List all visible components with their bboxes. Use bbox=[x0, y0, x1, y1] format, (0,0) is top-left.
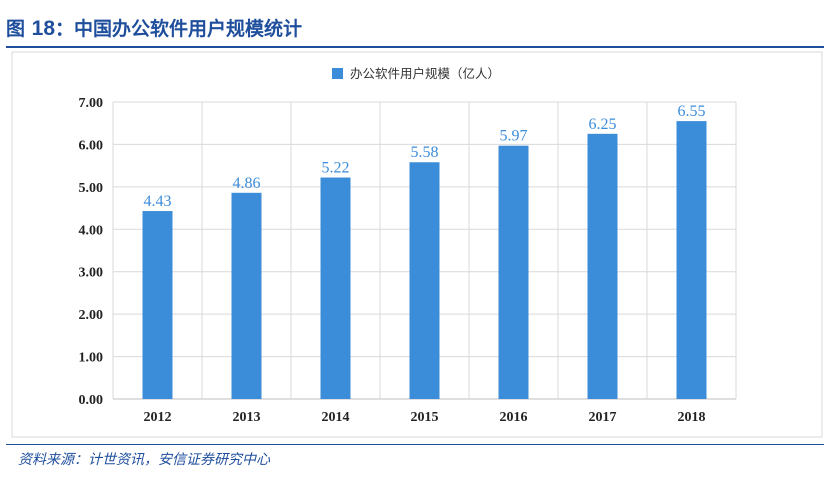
bar bbox=[409, 162, 440, 399]
y-tick-label: 7.00 bbox=[79, 96, 104, 111]
bar bbox=[231, 192, 262, 399]
x-tick-label: 2016 bbox=[500, 410, 528, 425]
y-tick-label: 2.00 bbox=[79, 308, 104, 323]
bars bbox=[142, 121, 707, 400]
legend-swatch bbox=[332, 68, 343, 79]
y-tick-label: 3.00 bbox=[79, 266, 104, 281]
legend: 办公软件用户规模（亿人） bbox=[332, 66, 500, 81]
y-tick-label: 0.00 bbox=[79, 393, 104, 408]
x-tick-label: 2017 bbox=[589, 410, 617, 425]
x-axis-labels: 2012 2013 2014 2015 2016 2017 2018 bbox=[144, 410, 706, 425]
data-label: 5.22 bbox=[322, 160, 350, 177]
bar bbox=[142, 211, 173, 399]
legend-label: 办公软件用户规模（亿人） bbox=[350, 66, 500, 81]
x-tick-label: 2014 bbox=[322, 410, 350, 425]
data-label: 4.86 bbox=[233, 175, 261, 192]
data-label: 5.97 bbox=[500, 128, 528, 145]
x-tick-label: 2018 bbox=[678, 410, 706, 425]
figure-title-text: ：中国办公软件用户规模统计 bbox=[55, 18, 303, 40]
bar bbox=[498, 145, 529, 399]
figure-title-prefix: 图 bbox=[6, 18, 26, 40]
figure-title: 图 18：中国办公软件用户规模统计 bbox=[6, 14, 302, 44]
data-label: 6.25 bbox=[589, 116, 617, 133]
source-rule bbox=[6, 444, 824, 445]
title-rule bbox=[6, 46, 824, 48]
y-tick-label: 5.00 bbox=[79, 181, 104, 196]
data-labels: 4.43 4.86 5.22 5.58 5.97 6.25 6.55 bbox=[144, 103, 706, 210]
y-tick-label: 6.00 bbox=[79, 138, 104, 153]
y-axis-labels: 0.00 1.00 2.00 3.00 4.00 5.00 6.00 7.00 bbox=[79, 96, 104, 408]
data-label: 6.55 bbox=[678, 103, 706, 120]
y-tick-label: 1.00 bbox=[79, 351, 104, 366]
bar bbox=[320, 177, 351, 399]
data-label: 4.43 bbox=[144, 193, 172, 210]
gridlines bbox=[112, 101, 737, 400]
x-tick-label: 2012 bbox=[144, 410, 172, 425]
data-label: 5.58 bbox=[411, 144, 439, 161]
chart-frame bbox=[11, 51, 823, 438]
bar bbox=[587, 133, 618, 400]
bar-chart: 办公软件用户规模（亿人） 0.00 1.00 2.00 3.00 4.00 5.00 6.0… bbox=[11, 51, 823, 438]
x-tick-label: 2013 bbox=[233, 410, 261, 425]
source-note: 资料来源：计世资讯，安信证券研究中心 bbox=[18, 452, 270, 468]
figure-number: 18 bbox=[31, 17, 55, 40]
x-tick-label: 2015 bbox=[411, 410, 439, 425]
y-tick-label: 4.00 bbox=[79, 223, 104, 238]
bar bbox=[676, 121, 707, 399]
